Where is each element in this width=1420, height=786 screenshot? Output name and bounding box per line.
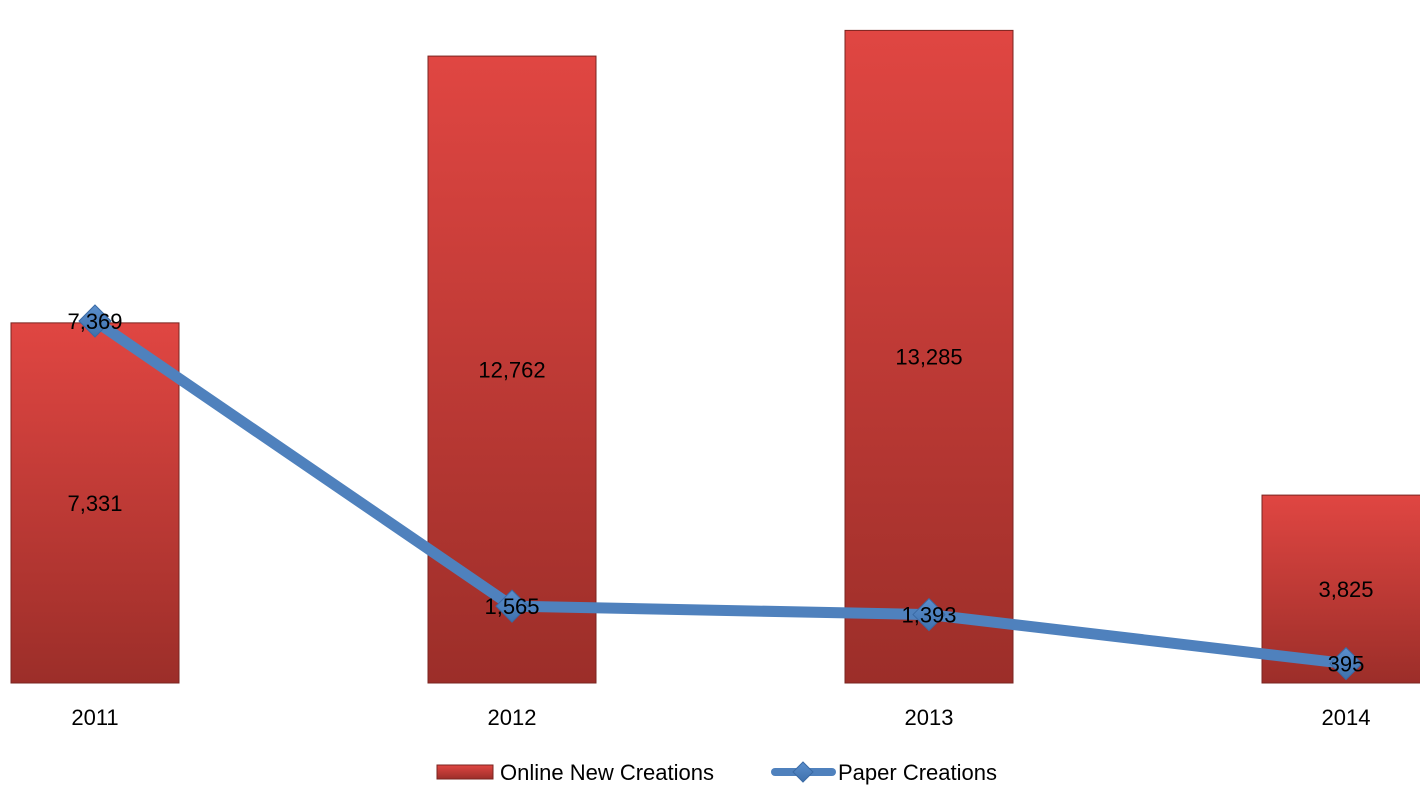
x-axis: 2011 2012 2013 2014	[71, 705, 1370, 730]
marker-paper-creations-2012	[495, 589, 529, 623]
line-layer	[78, 304, 1363, 681]
bar-value-label-2014: 3,825	[1318, 577, 1373, 602]
line-value-label-2011: 7,369	[67, 309, 122, 334]
bar-2011	[10, 322, 180, 684]
legend: Online New Creations Paper Creations	[436, 760, 997, 785]
bar-value-label-2012: 12,762	[478, 358, 545, 383]
marker-paper-creations-2013	[912, 597, 946, 632]
legend-swatch-paper-creations-marker	[792, 761, 814, 783]
marker-paper-creations-2014	[1329, 646, 1363, 681]
bars-layer	[10, 29, 1420, 684]
bar-2012	[427, 55, 597, 684]
line-labels-layer: 7,369 1,565 1,393 395	[67, 309, 1364, 677]
line-value-label-2012: 1,565	[484, 594, 539, 619]
bar-value-label-2013: 13,285	[895, 345, 962, 370]
line-value-label-2014: 395	[1328, 652, 1365, 677]
x-tick-label-2012: 2012	[488, 705, 537, 730]
x-tick-label-2013: 2013	[905, 705, 954, 730]
line-value-label-2013: 1,393	[901, 603, 956, 628]
legend-swatch-online-new-creations	[436, 764, 494, 780]
x-tick-label-2014: 2014	[1322, 705, 1371, 730]
marker-paper-creations-2011	[78, 304, 112, 338]
bar-value-label-2011: 7,331	[67, 491, 122, 516]
bar-labels-layer: 7,331 12,762 13,285 3,825	[67, 345, 1373, 602]
legend-label-online-new-creations: Online New Creations	[500, 760, 714, 785]
x-tick-label-2011: 2011	[71, 705, 118, 730]
bar-2013	[844, 29, 1014, 684]
line-paper-creations	[89, 315, 1352, 670]
legend-label-paper-creations: Paper Creations	[838, 760, 997, 785]
